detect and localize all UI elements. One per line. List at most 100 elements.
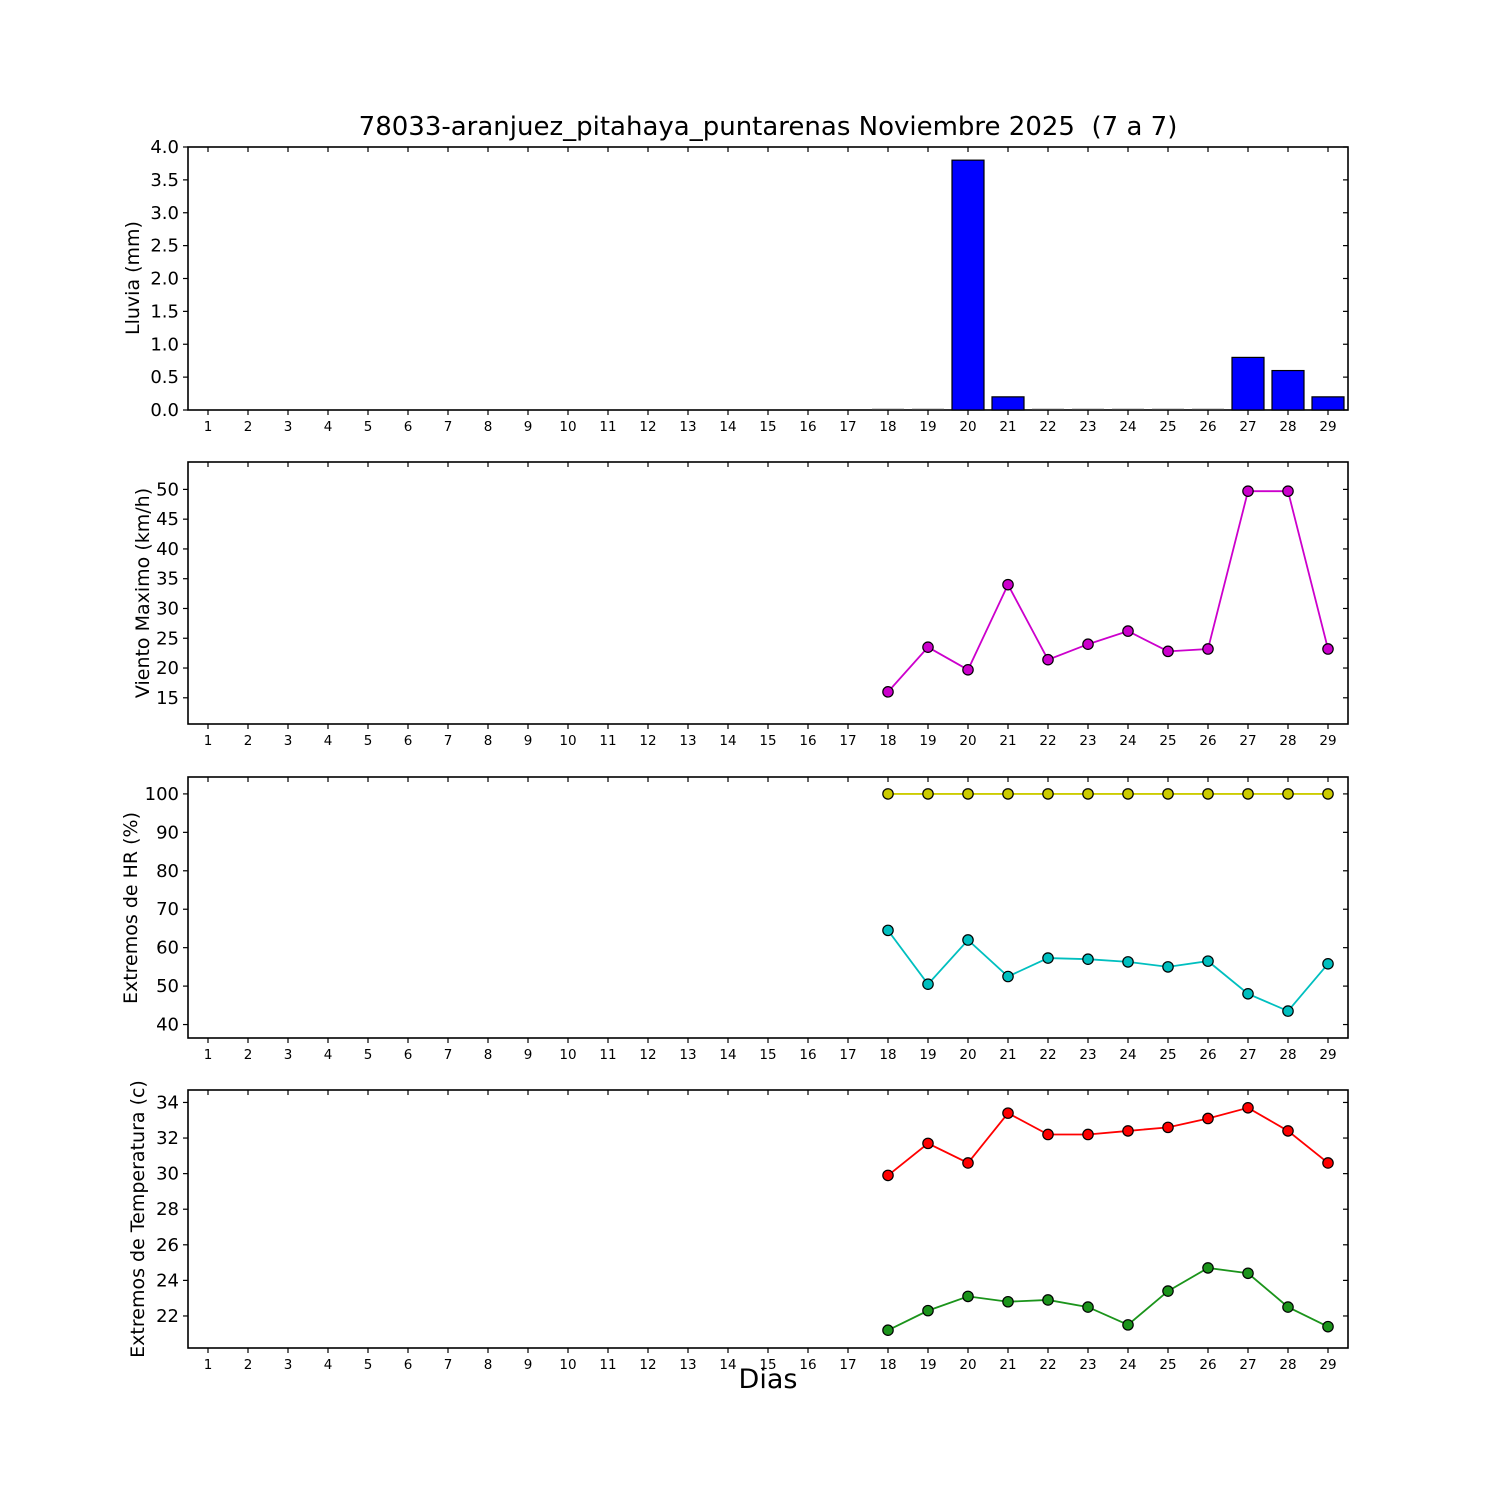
viento-maximo-point-day-19 [922, 641, 934, 653]
x-tick-label: 19 [919, 419, 936, 435]
x-tick-label: 14 [719, 1357, 736, 1373]
y-tick-label: 30 [156, 1164, 179, 1185]
y-tick-label: 40 [156, 1015, 179, 1036]
temperatura-maxima-point-day-21 [1002, 1107, 1014, 1119]
temperatura-maxima-point-day-18 [882, 1169, 894, 1182]
x-tick-label: 29 [1319, 1047, 1336, 1063]
x-tick-label: 16 [799, 419, 816, 435]
x-tick-label: 15 [759, 1357, 776, 1373]
y-tick-label: 35 [156, 569, 179, 590]
x-tick-label: 2 [244, 1357, 253, 1373]
x-tick-label: 6 [404, 733, 413, 749]
x-tick-label: 18 [879, 733, 896, 749]
x-tick-label: 8 [484, 733, 493, 749]
hr-minima-point-day-29 [1322, 958, 1334, 970]
temperatura-minima-point-day-26 [1202, 1262, 1214, 1274]
x-tick-label: 25 [1159, 419, 1176, 435]
x-axis-label: Dias [738, 1364, 798, 1395]
x-tick-label: 5 [364, 733, 373, 749]
lluvia-bar-chart: 1 2 3 4 5 6 7 8 9 10 11 12 13 14 15 16 17 18 19 20 21 22 23 24 2… [150, 137, 1349, 435]
temperatura-maxima-point-day-29 [1322, 1157, 1334, 1169]
hr-maxima-point-day-26 [1202, 788, 1214, 800]
temperatura-minima-line [887, 1266, 1329, 1332]
rain-bar-day-21 [991, 396, 1025, 411]
hr-maxima-point-day-27 [1242, 788, 1254, 800]
chart-title: 78033-aranjuez_pitahaya_puntarenas Novie… [358, 112, 1178, 142]
x-tick-label: 6 [404, 1047, 413, 1063]
x-tick-label: 27 [1239, 1047, 1256, 1063]
x-tick-label: 20 [959, 419, 976, 435]
x-tick-label: 7 [444, 1047, 453, 1063]
hr-minima-point-day-27 [1242, 987, 1254, 1000]
x-tick-label: 5 [364, 419, 373, 435]
x-tick-label: 4 [324, 419, 333, 435]
viento-maximo-point-day-25 [1162, 645, 1174, 658]
x-tick-label: 22 [1039, 1357, 1056, 1373]
y-tick-label: 50 [156, 976, 179, 997]
x-tick-label: 13 [679, 419, 696, 435]
y-tick-label: 60 [156, 938, 179, 959]
temperatura-minima-point-day-22 [1042, 1294, 1054, 1306]
y-tick-label: 45 [156, 509, 179, 530]
temperatura-maxima-point-day-20 [962, 1157, 974, 1169]
x-tick-label: 9 [524, 1357, 533, 1373]
viento-maximo-point-day-29 [1322, 643, 1334, 655]
rain-bar-day-29 [1311, 396, 1345, 411]
hr-minima-point-day-18 [882, 924, 894, 937]
x-tick-label: 20 [959, 733, 976, 749]
x-tick-label: 8 [484, 419, 493, 435]
x-tick-label: 1 [204, 1047, 213, 1063]
x-tick-label: 9 [524, 733, 533, 749]
temperatura-maxima-point-day-28 [1282, 1125, 1294, 1137]
hr-minima-line [887, 929, 1329, 1013]
x-tick-label: 9 [524, 1047, 533, 1063]
hr-maxima-point-day-28 [1282, 788, 1294, 800]
y-tick-label: 3.0 [150, 203, 179, 224]
y-tick-label: 70 [156, 899, 179, 920]
x-tick-label: 22 [1039, 1047, 1056, 1063]
temperatura-minima-point-day-27 [1242, 1267, 1254, 1280]
x-tick-label: 15 [759, 419, 776, 435]
axes-frame [187, 146, 1349, 411]
x-tick-label: 20 [959, 1357, 976, 1373]
y-tick-label: 20 [156, 658, 179, 679]
temperatura-maxima-point-day-19 [922, 1137, 934, 1150]
x-tick-label: 18 [879, 1047, 896, 1063]
x-tick-label: 7 [444, 1357, 453, 1373]
hr-minima-point-day-23 [1082, 953, 1094, 966]
x-tick-label: 4 [324, 733, 333, 749]
x-tick-label: 20 [959, 1047, 976, 1063]
y-tick-label: 100 [145, 784, 179, 805]
x-tick-label: 11 [599, 1047, 616, 1063]
temperatura-maxima-point-day-24 [1122, 1125, 1134, 1137]
x-tick-label: 5 [364, 1047, 373, 1063]
hr-maxima-point-day-19 [922, 788, 934, 800]
hr-maxima-point-day-25 [1162, 788, 1174, 800]
x-tick-label: 12 [639, 733, 656, 749]
x-tick-label: 10 [559, 1357, 576, 1373]
temperatura-minima-point-day-20 [962, 1290, 974, 1303]
hr-maxima-point-day-21 [1002, 788, 1014, 800]
x-tick-label: 10 [559, 419, 576, 435]
hr-maxima-point-day-23 [1082, 788, 1094, 800]
x-tick-label: 21 [999, 1047, 1016, 1063]
y-tick-label: 26 [156, 1235, 179, 1256]
hr-minima-point-day-19 [922, 978, 934, 990]
viento-maximo-point-day-18 [882, 686, 894, 698]
x-tick-label: 17 [839, 1357, 856, 1373]
y-tick-label: 40 [156, 539, 179, 560]
temperatura-minima-point-day-18 [882, 1324, 894, 1337]
hr-maxima-point-day-22 [1042, 788, 1054, 800]
x-tick-label: 23 [1079, 1047, 1096, 1063]
x-tick-label: 12 [639, 419, 656, 435]
x-tick-label: 2 [244, 419, 253, 435]
x-tick-label: 19 [919, 1047, 936, 1063]
viento-maximo-point-day-22 [1042, 653, 1054, 666]
viento-maximo-point-day-26 [1202, 643, 1214, 655]
rain-bar-day-28 [1271, 369, 1305, 411]
axes-frame [187, 776, 1349, 1039]
viento-maximo-line [887, 490, 1329, 693]
y-tick-label: 24 [156, 1270, 179, 1291]
viento-maximo-point-day-24 [1122, 625, 1134, 637]
x-tick-label: 17 [839, 1047, 856, 1063]
